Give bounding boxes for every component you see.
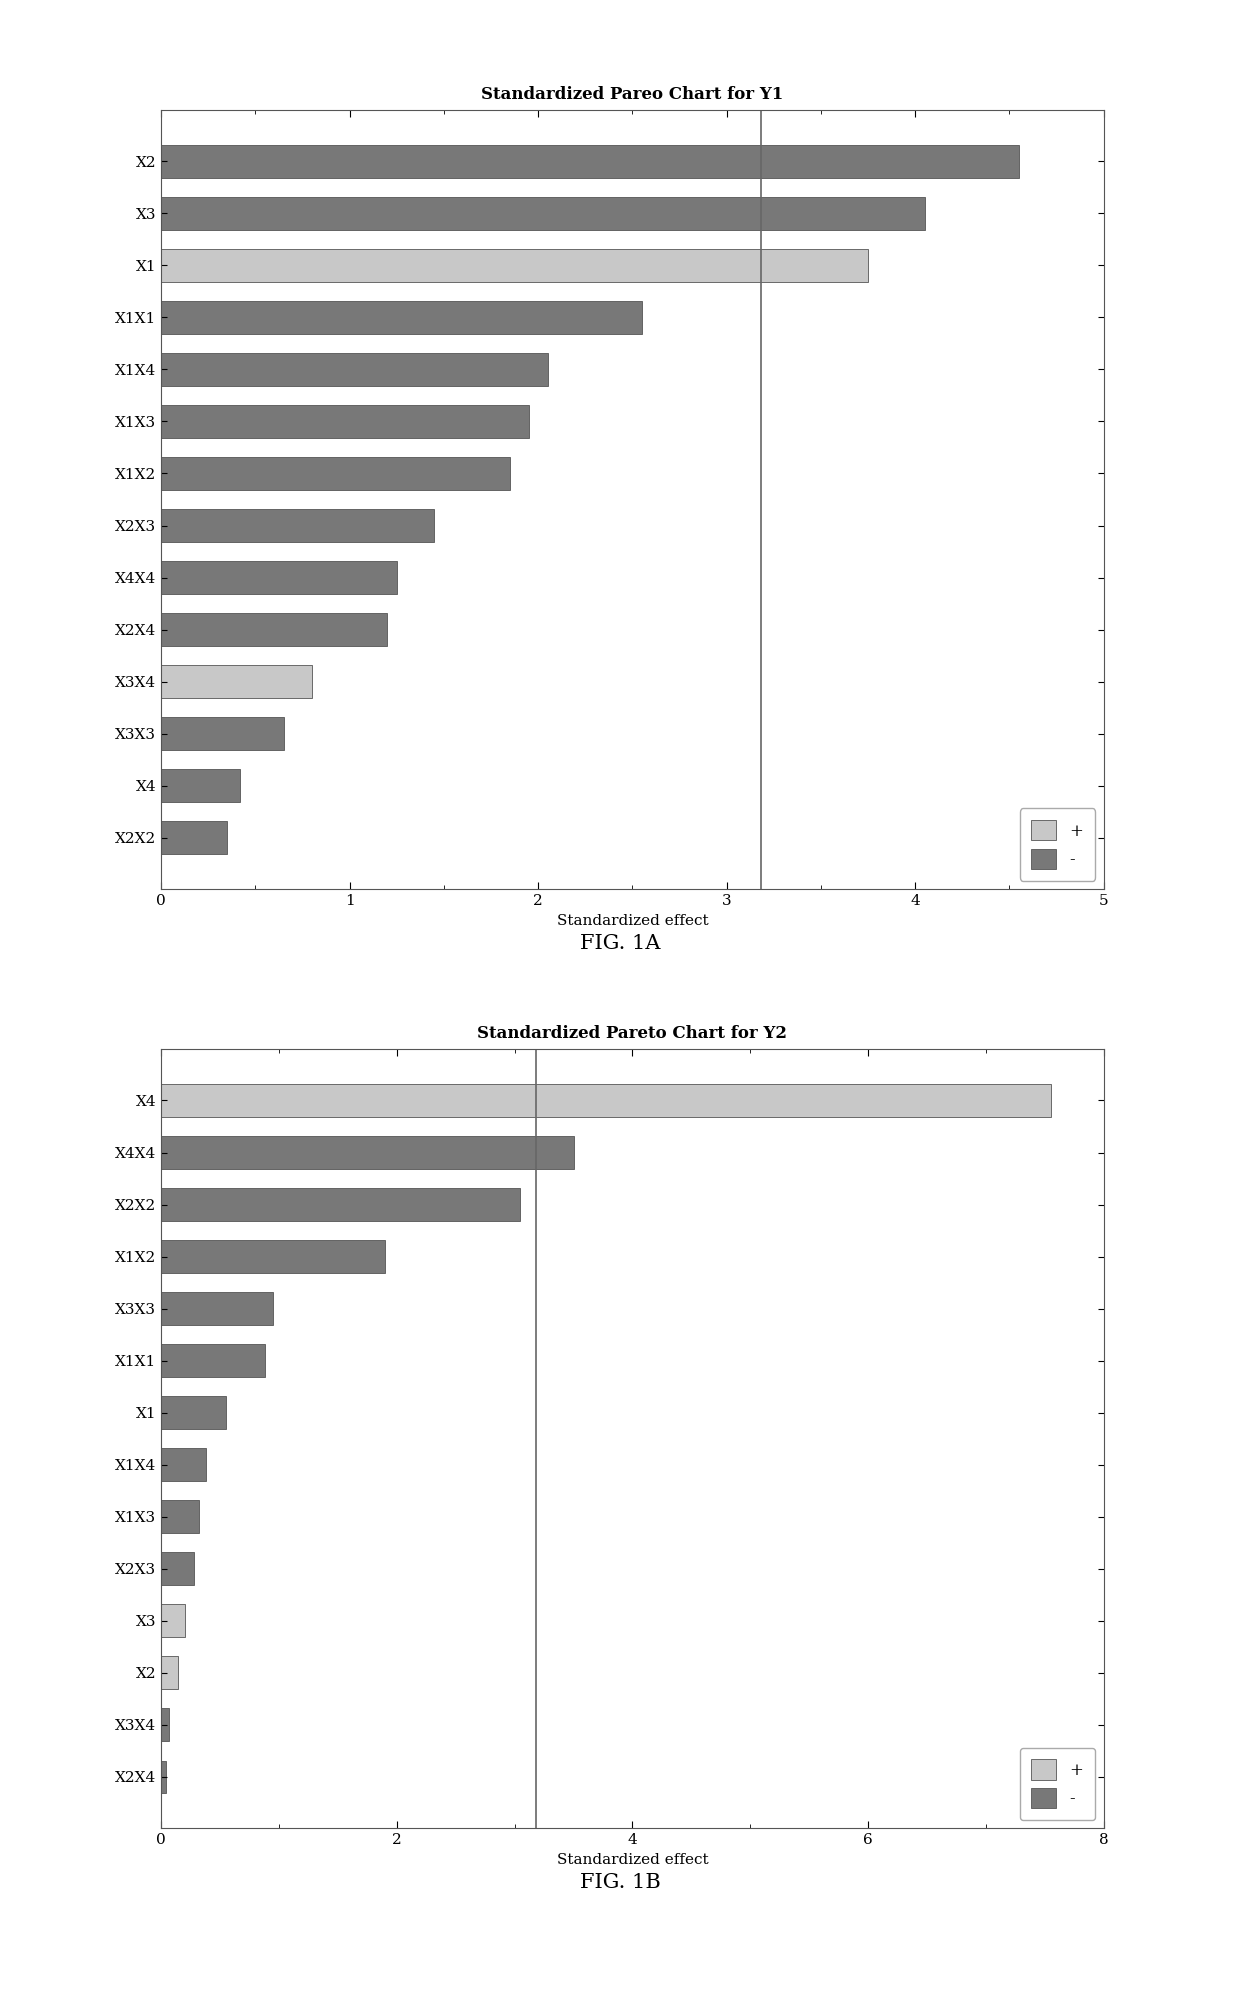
Bar: [161, 406, 528, 438]
Title: Standardized Pareto Chart for Y2: Standardized Pareto Chart for Y2: [477, 1025, 787, 1041]
Bar: [161, 198, 925, 230]
X-axis label: Standardized effect: Standardized effect: [557, 913, 708, 927]
Bar: [161, 1604, 185, 1636]
Bar: [161, 1500, 198, 1532]
Bar: [161, 1552, 195, 1584]
Bar: [161, 1085, 1050, 1117]
Bar: [161, 1708, 170, 1740]
Bar: [161, 561, 397, 593]
Bar: [161, 1137, 573, 1169]
Bar: [161, 1345, 265, 1377]
Bar: [161, 146, 1019, 178]
Bar: [161, 1656, 177, 1688]
Bar: [161, 302, 642, 334]
Bar: [161, 354, 548, 386]
Legend: +, -: +, -: [1019, 809, 1095, 881]
Text: FIG. 1B: FIG. 1B: [579, 1872, 661, 1892]
Bar: [161, 769, 241, 801]
Bar: [161, 1293, 273, 1325]
Bar: [161, 1397, 226, 1429]
Bar: [161, 458, 510, 490]
Bar: [161, 821, 227, 853]
Bar: [161, 250, 868, 282]
Bar: [161, 613, 387, 645]
Bar: [161, 717, 284, 749]
Bar: [161, 1189, 521, 1221]
Bar: [161, 1760, 166, 1792]
Bar: [161, 1449, 206, 1481]
Legend: +, -: +, -: [1019, 1748, 1095, 1820]
Bar: [161, 665, 312, 697]
Text: FIG. 1A: FIG. 1A: [580, 933, 660, 953]
X-axis label: Standardized effect: Standardized effect: [557, 1852, 708, 1866]
Title: Standardized Pareo Chart for Y1: Standardized Pareo Chart for Y1: [481, 86, 784, 102]
Bar: [161, 509, 434, 541]
Bar: [161, 1241, 384, 1273]
